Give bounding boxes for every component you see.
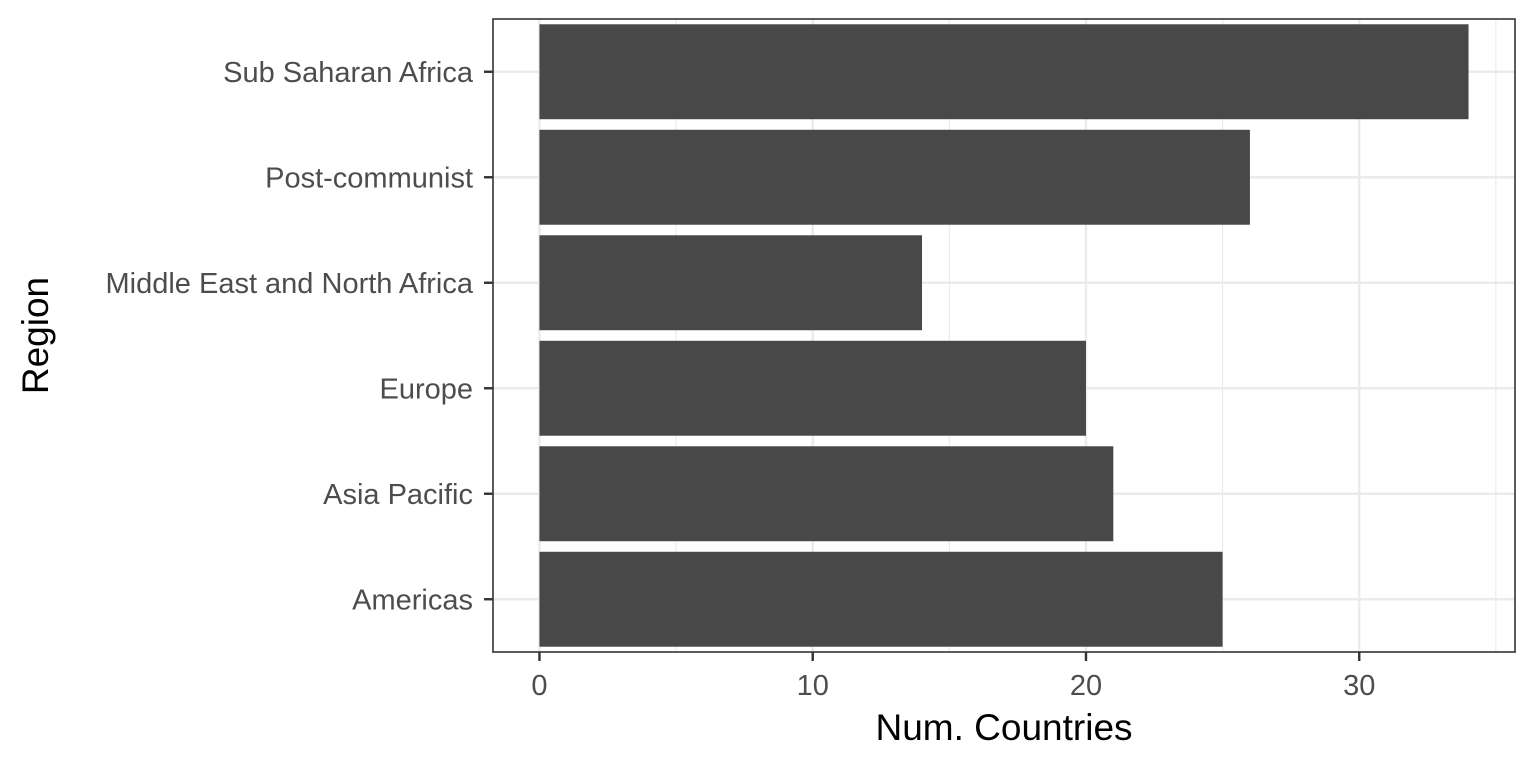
y-tick-label: Europe xyxy=(379,373,473,405)
y-tick-label: Middle East and North Africa xyxy=(105,268,473,300)
bar xyxy=(539,24,1469,120)
bar xyxy=(539,340,1086,436)
x-tick-label: 0 xyxy=(531,670,547,702)
x-axis-title: Num. Countries xyxy=(875,707,1132,748)
grid-minor xyxy=(675,19,1497,652)
x-tick-label: 30 xyxy=(1343,670,1375,702)
y-tick-label: Sub Saharan Africa xyxy=(223,57,474,89)
y-axis: Americas Asia Pacific Europe Middle East an… xyxy=(105,57,493,616)
bars xyxy=(539,24,1469,647)
y-axis-title: Region xyxy=(15,277,56,394)
bar xyxy=(539,446,1114,542)
x-tick-label: 10 xyxy=(797,670,829,702)
x-axis: 0 10 20 30 xyxy=(531,652,1375,702)
x-tick-label: 20 xyxy=(1070,670,1102,702)
y-tick-label: Asia Pacific xyxy=(323,479,473,511)
panel-border xyxy=(492,18,1516,653)
bar xyxy=(539,551,1223,647)
y-tick-label: Post-communist xyxy=(265,162,473,194)
bar xyxy=(539,235,923,331)
y-tick-label: Americas xyxy=(352,584,473,616)
bar xyxy=(539,129,1250,225)
